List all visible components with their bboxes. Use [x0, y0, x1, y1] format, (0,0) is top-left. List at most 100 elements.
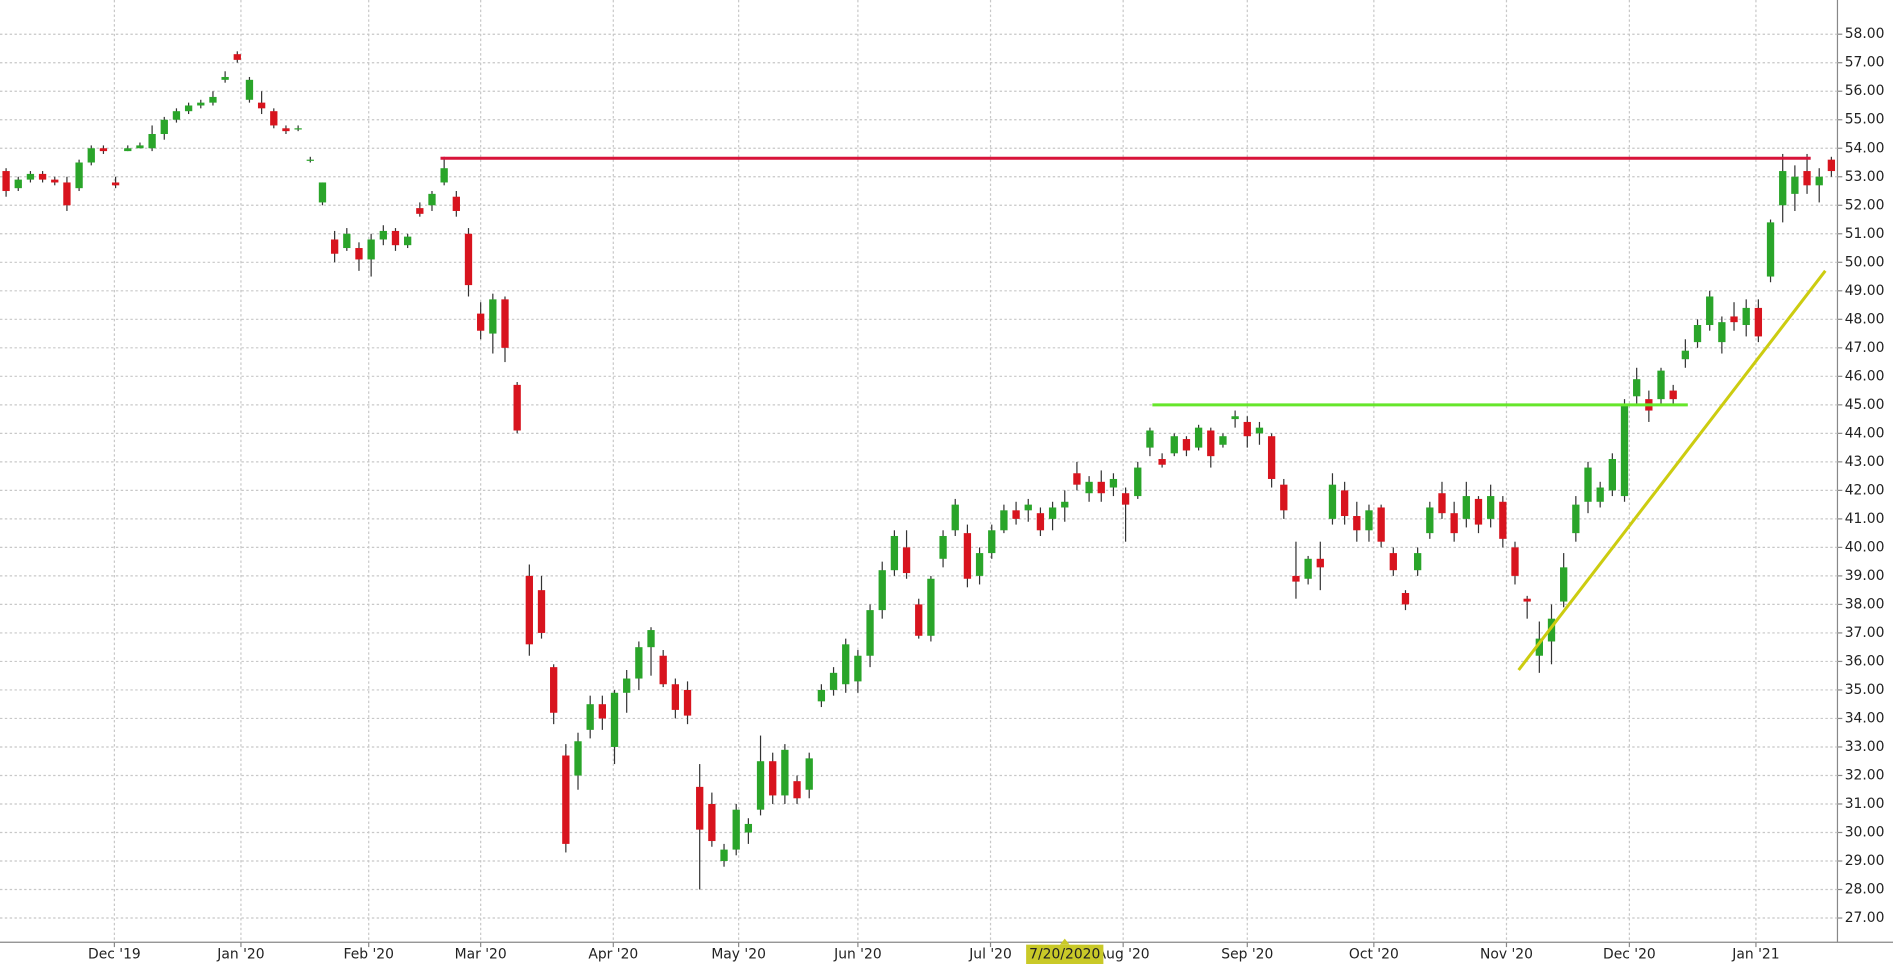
candle-body — [416, 208, 424, 214]
candle-body — [610, 692, 619, 747]
x-tick-label: Jun '20 — [833, 946, 882, 962]
candle-body — [1109, 478, 1118, 488]
candle-body — [866, 610, 874, 656]
candle-body — [574, 741, 582, 776]
crosshair-box — [1026, 944, 1104, 964]
candle-body — [1681, 350, 1690, 360]
candle-body — [1316, 558, 1324, 568]
candle-body — [1620, 404, 1629, 497]
x-tick-label: Feb '20 — [343, 946, 393, 962]
candle-body — [732, 809, 740, 850]
y-tick-label: 36.00 — [1845, 653, 1885, 669]
candle-body — [817, 689, 826, 702]
candle-body — [1657, 370, 1665, 400]
candle-body — [1608, 459, 1616, 491]
candle-body — [598, 704, 606, 719]
candle-body — [1048, 507, 1057, 519]
candle-body — [1243, 421, 1251, 437]
candle-body — [124, 148, 132, 152]
x-tick-label: Aug '20 — [1097, 946, 1150, 962]
candle-body — [343, 233, 351, 249]
candle-body — [1560, 567, 1568, 602]
candle-body — [1389, 553, 1397, 571]
candle-body — [1146, 430, 1154, 448]
candle-body — [38, 173, 47, 180]
candle-body — [1584, 467, 1592, 502]
y-tick-label: 40.00 — [1845, 539, 1885, 555]
candle-body — [1231, 416, 1239, 420]
y-tick-label: 53.00 — [1845, 169, 1885, 185]
y-tick-label: 43.00 — [1845, 454, 1885, 470]
candle-body — [854, 655, 862, 682]
candle-body — [270, 111, 278, 126]
candle-body — [1024, 504, 1032, 511]
candle-body — [428, 193, 436, 206]
candle-body — [294, 128, 302, 130]
candle-body — [513, 384, 521, 431]
candle-body — [1669, 390, 1677, 400]
candle-body — [1547, 618, 1556, 642]
candle-body — [209, 96, 217, 103]
y-tick-label: 30.00 — [1845, 824, 1885, 840]
candle-body — [683, 689, 692, 716]
y-tick-label: 33.00 — [1845, 739, 1885, 755]
candle-body — [671, 684, 680, 710]
candle-body — [257, 102, 266, 109]
candle-body — [1207, 430, 1215, 457]
x-tick-label: Jul '20 — [968, 946, 1012, 962]
candle-body — [525, 575, 533, 645]
candle-body — [781, 749, 789, 796]
x-tick-label: Nov '20 — [1480, 946, 1533, 962]
y-tick-label: 58.00 — [1845, 26, 1885, 42]
y-tick-label: 42.00 — [1845, 482, 1885, 498]
candle-body — [550, 667, 558, 713]
candle-body — [1413, 553, 1422, 571]
candle-body — [464, 233, 473, 286]
candle-body — [1328, 484, 1337, 519]
y-tick-label: 47.00 — [1845, 340, 1885, 356]
x-tick-label: Jan '20 — [216, 946, 264, 962]
candle-body — [1438, 493, 1446, 514]
x-tick-label: Apr '20 — [588, 946, 638, 962]
y-tick-label: 34.00 — [1845, 710, 1885, 726]
candle-body — [63, 182, 71, 206]
candle-body — [1340, 490, 1349, 517]
candle-body — [1158, 459, 1166, 465]
candle-body — [306, 159, 314, 161]
candle-body — [1219, 436, 1227, 445]
candle-body — [1267, 436, 1276, 479]
candle-body — [148, 133, 156, 149]
y-tick-label: 49.00 — [1845, 283, 1885, 299]
y-tick-label: 55.00 — [1845, 112, 1885, 128]
y-tick-label: 27.00 — [1845, 910, 1885, 926]
candle-body — [233, 54, 241, 60]
candle-body — [440, 168, 448, 183]
y-tick-label: 29.00 — [1845, 853, 1885, 869]
candle-body — [1194, 427, 1203, 448]
candle-body — [1036, 513, 1045, 531]
trend-line — [1517, 269, 1827, 671]
candle-body — [452, 196, 460, 211]
candle-body — [1255, 427, 1264, 434]
candle-body — [1633, 379, 1641, 397]
y-tick-label: 44.00 — [1845, 425, 1885, 441]
candle-body — [1000, 510, 1008, 531]
candle-body — [793, 781, 801, 799]
candle-body — [537, 590, 546, 633]
y-tick-label: 37.00 — [1845, 625, 1885, 641]
candle-body — [221, 76, 229, 80]
candle-body — [1791, 176, 1799, 194]
candle-body — [87, 148, 95, 163]
candle-body — [878, 570, 886, 611]
candle-body — [1462, 496, 1470, 519]
candle-body — [1182, 439, 1191, 451]
x-tick-label: Dec '19 — [88, 946, 141, 962]
crosshair-pointer — [1059, 938, 1070, 945]
crosshair-label: 7/20/2020 — [1029, 946, 1100, 962]
candle-body — [282, 128, 290, 132]
candle-body — [647, 630, 655, 648]
candle-body — [1292, 575, 1300, 582]
candle-body — [1718, 322, 1726, 343]
candle-body — [1596, 487, 1604, 502]
